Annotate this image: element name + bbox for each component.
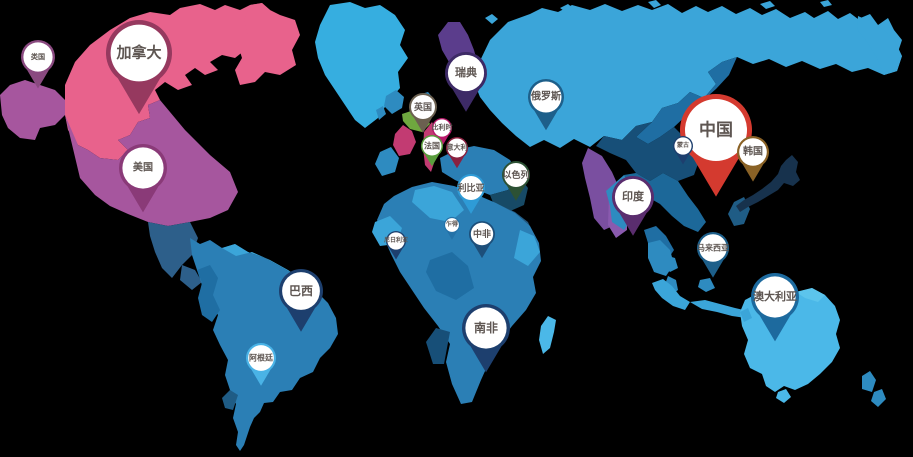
- svg-text:澳大利亚: 澳大利亚: [753, 289, 797, 303]
- svg-text:南非: 南非: [474, 320, 498, 335]
- svg-text:英国: 英国: [413, 101, 432, 112]
- svg-text:蒙古: 蒙古: [677, 141, 689, 149]
- svg-text:俄罗斯: 俄罗斯: [530, 90, 561, 103]
- svg-text:比利时: 比利时: [432, 123, 453, 132]
- svg-text:类国: 类国: [31, 52, 45, 61]
- svg-text:法国: 法国: [424, 141, 440, 151]
- svg-text:意大利: 意大利: [447, 143, 468, 152]
- svg-text:马来西亚: 马来西亚: [697, 243, 729, 253]
- svg-text:乍得: 乍得: [446, 220, 458, 228]
- svg-text:利比亚: 利比亚: [456, 182, 484, 193]
- svg-text:中国: 中国: [699, 120, 733, 140]
- svg-text:加拿大: 加拿大: [115, 44, 161, 62]
- svg-text:巴西: 巴西: [289, 284, 313, 298]
- svg-text:中非: 中非: [473, 228, 491, 239]
- svg-text:美国: 美国: [133, 161, 153, 174]
- svg-text:瑞典: 瑞典: [455, 65, 477, 79]
- svg-text:韩国: 韩国: [743, 145, 763, 158]
- svg-text:印度: 印度: [622, 189, 645, 203]
- svg-text:尼日利亚: 尼日利亚: [384, 236, 408, 244]
- svg-text:阿根廷: 阿根廷: [249, 353, 274, 363]
- svg-text:以色列: 以色列: [502, 169, 529, 180]
